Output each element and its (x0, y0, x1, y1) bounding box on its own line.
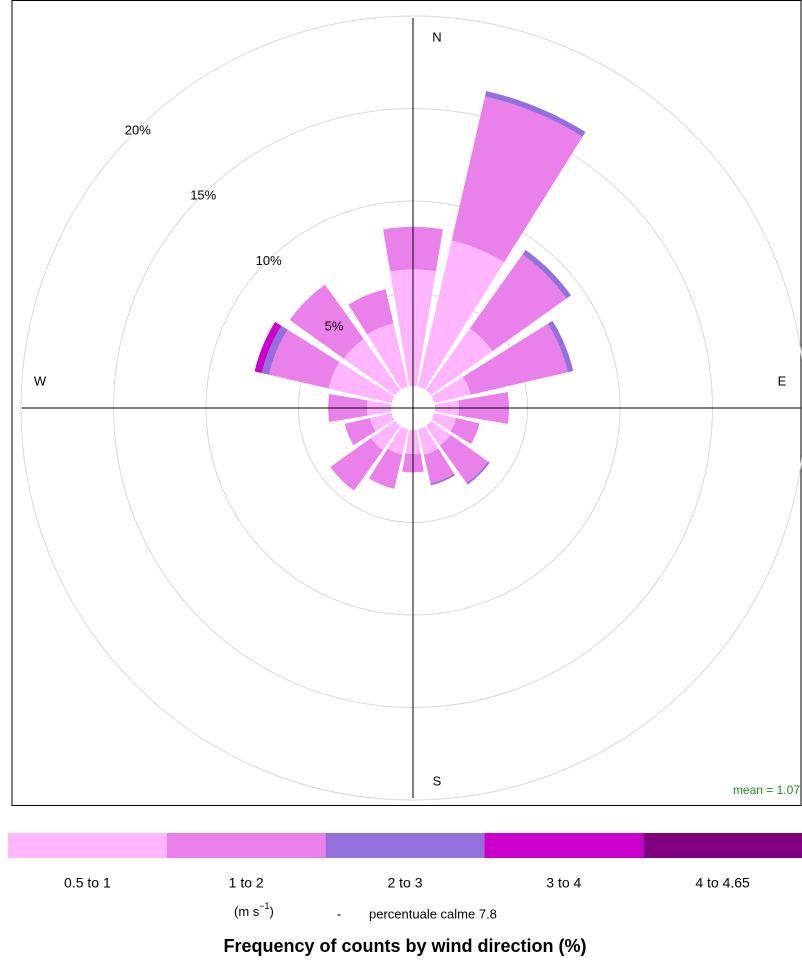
grid-ring (20, 15, 802, 801)
bar-segment (289, 284, 364, 359)
bar-segment (522, 250, 571, 299)
bar-segment (369, 412, 395, 432)
r-tick-label: 5% (325, 318, 344, 333)
bar-segment (348, 289, 394, 335)
bar-segment (343, 338, 401, 396)
bar-segment (268, 329, 340, 389)
chart-title: Frequency of counts by wind direction (%… (223, 936, 586, 956)
bar-segment (417, 426, 439, 455)
legend-swatch (325, 833, 485, 858)
bar-segment (469, 254, 567, 352)
r-tick-label: 10% (256, 253, 282, 268)
unit-text: (m s (234, 904, 260, 919)
bar-segment (370, 420, 401, 451)
bar-segment (466, 461, 490, 485)
legend-swatch (484, 833, 644, 858)
bar-segment (451, 96, 583, 263)
compass-label: N (432, 29, 441, 44)
separator: - (337, 906, 341, 921)
calm-label: percentuale calme 7.8 (369, 906, 497, 921)
bar-segment (430, 473, 456, 486)
bar-segment (431, 376, 471, 404)
compass-label: W (34, 373, 47, 388)
unit-close: ) (270, 904, 274, 919)
mean-label: mean = 1.07 (733, 783, 800, 797)
plot-frame (11, 0, 802, 806)
compass-label: S (433, 773, 442, 788)
r-tick-label: 20% (125, 122, 151, 137)
legend-swatch (643, 833, 802, 858)
legend-label: 0.5 to 1 (64, 875, 111, 891)
bar-segment (463, 323, 568, 395)
bar-segment (439, 434, 489, 484)
legend-label: 3 to 4 (546, 875, 581, 891)
bar-segment (425, 328, 493, 396)
legend-label: 1 to 2 (229, 875, 264, 891)
bar-segment (261, 325, 288, 375)
bar-segment (387, 426, 409, 455)
bar-segment (431, 412, 457, 432)
legend-swatch (8, 833, 167, 858)
bar-segment (423, 448, 455, 484)
bar-segment (368, 448, 403, 489)
bar-segment (367, 323, 409, 390)
unit-exponent: −1 (259, 901, 269, 911)
legend-label: 2 to 3 (387, 875, 422, 891)
compass-label: E (778, 373, 787, 388)
bar-segment (547, 320, 574, 373)
bar-segment (330, 437, 384, 491)
bar-segment (417, 240, 505, 390)
bar-segment (254, 321, 282, 374)
bar-segment (425, 420, 451, 446)
unit-label: (m s−1) (234, 901, 274, 919)
bar-segment (328, 362, 395, 404)
bar-segment (344, 417, 376, 446)
r-tick-label: 15% (190, 188, 216, 203)
bar-segment (450, 417, 480, 445)
legend-swatch (166, 833, 326, 858)
bar-segment (484, 90, 586, 137)
legend-label: 4 to 4.65 (695, 875, 750, 891)
